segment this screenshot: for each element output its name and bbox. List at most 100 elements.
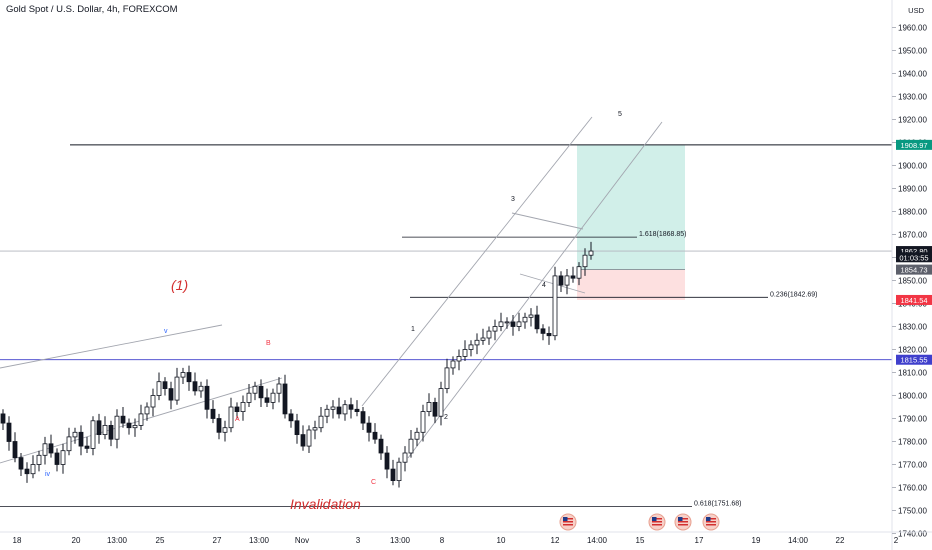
time-tick-label: 19 — [752, 536, 761, 545]
candle — [276, 383, 282, 394]
candle — [522, 316, 528, 323]
candle — [342, 404, 348, 415]
candle — [330, 406, 336, 410]
channel-trendline[interactable] — [519, 273, 586, 294]
time-tick-label: 22 — [836, 536, 845, 545]
price-tick-label: 1940.00 — [898, 70, 927, 79]
channel-trendline[interactable] — [511, 212, 584, 230]
price-tick-label: 1900.00 — [898, 162, 927, 171]
candle — [84, 445, 90, 449]
flag-icon-canton — [706, 517, 711, 521]
price-label: 01:03:55 — [899, 253, 928, 262]
target-zone[interactable] — [577, 144, 685, 270]
candle — [432, 401, 438, 417]
time-tick-label: 14:00 — [788, 536, 809, 545]
candle — [90, 420, 96, 449]
candle — [396, 461, 402, 482]
candle — [468, 344, 474, 350]
price-tick-label: 1740.00 — [898, 530, 927, 539]
candle — [12, 441, 18, 459]
candle — [324, 408, 330, 417]
time-tick-label: 25 — [156, 536, 165, 545]
price-label: 1908.97 — [900, 141, 927, 150]
candle — [240, 401, 246, 412]
candle — [366, 422, 372, 433]
channel-trendline[interactable] — [361, 116, 593, 407]
price-tick-label: 1750.00 — [898, 507, 927, 516]
candle — [72, 431, 78, 438]
wave-label: iv — [45, 471, 51, 478]
candle — [486, 330, 492, 339]
candle — [564, 275, 570, 286]
price-tick-label: 1880.00 — [898, 208, 927, 217]
time-tick-label: 14:00 — [587, 536, 608, 545]
price-tick-label: 1960.00 — [898, 24, 927, 33]
time-tick-label: 8 — [440, 536, 445, 545]
wave-label: v — [164, 328, 168, 335]
candle — [198, 385, 204, 392]
candle — [144, 406, 150, 415]
candle — [312, 427, 318, 431]
candle — [24, 468, 30, 475]
candle — [258, 385, 264, 399]
price-label-bg — [896, 252, 932, 263]
time-tick-label: 13:00 — [107, 536, 128, 545]
price-tick-label: 1770.00 — [898, 461, 927, 470]
price-tick-label: 1850.00 — [898, 277, 927, 286]
candle — [372, 431, 378, 440]
time-tick-label: 15 — [636, 536, 645, 545]
candle — [150, 395, 156, 408]
flag-icon-stripe — [706, 521, 716, 523]
candle — [456, 355, 462, 362]
candle — [0, 413, 6, 424]
channel-trendline[interactable] — [0, 324, 223, 369]
candle — [252, 385, 258, 394]
candle — [282, 383, 288, 415]
candle — [294, 420, 300, 435]
candle — [438, 388, 444, 417]
candle — [246, 392, 252, 403]
time-tick-label: 13:00 — [390, 536, 411, 545]
fib-level-label: 1.618(1868.85) — [639, 231, 686, 238]
price-tick-label: 1830.00 — [898, 323, 927, 332]
price-tick-label: 1950.00 — [898, 47, 927, 56]
flag-icon-stripe — [652, 524, 662, 526]
time-tick-label: 20 — [72, 536, 81, 545]
candle — [450, 360, 456, 369]
candle — [336, 406, 342, 415]
candle — [204, 385, 210, 410]
price-label: 1862.80 — [900, 247, 927, 256]
candle — [102, 424, 108, 435]
candle — [318, 415, 324, 429]
candle — [528, 314, 534, 318]
candle — [360, 411, 366, 424]
fib-level-label: 0.236(1842.69) — [770, 291, 817, 298]
flag-icon-stripe — [652, 518, 662, 520]
stop-loss-zone[interactable] — [577, 269, 685, 300]
us-flag-icon[interactable] — [702, 513, 720, 531]
candle — [108, 424, 114, 440]
time-tick-label: 12 — [551, 536, 560, 545]
wave-label: A — [235, 416, 240, 423]
candle — [384, 452, 390, 470]
candle — [516, 321, 522, 327]
candle — [114, 415, 120, 440]
us-flag-icon[interactable] — [674, 513, 692, 531]
candle — [30, 464, 36, 475]
flag-icon-stripe — [563, 521, 573, 523]
us-flag-icon[interactable] — [648, 513, 666, 531]
flag-icon-stripe — [706, 524, 716, 526]
candle — [306, 429, 312, 447]
candle — [480, 337, 486, 341]
price-label-bg — [896, 294, 932, 305]
time-tick-label: 27 — [213, 536, 222, 545]
price-label: 1815.55 — [900, 356, 927, 365]
time-tick-label: 13:00 — [249, 536, 270, 545]
channel-trendline[interactable] — [407, 121, 663, 459]
us-flag-icon[interactable] — [559, 513, 577, 531]
candle — [420, 411, 426, 433]
candle — [474, 339, 480, 346]
candle — [510, 321, 516, 327]
candle — [156, 381, 162, 396]
